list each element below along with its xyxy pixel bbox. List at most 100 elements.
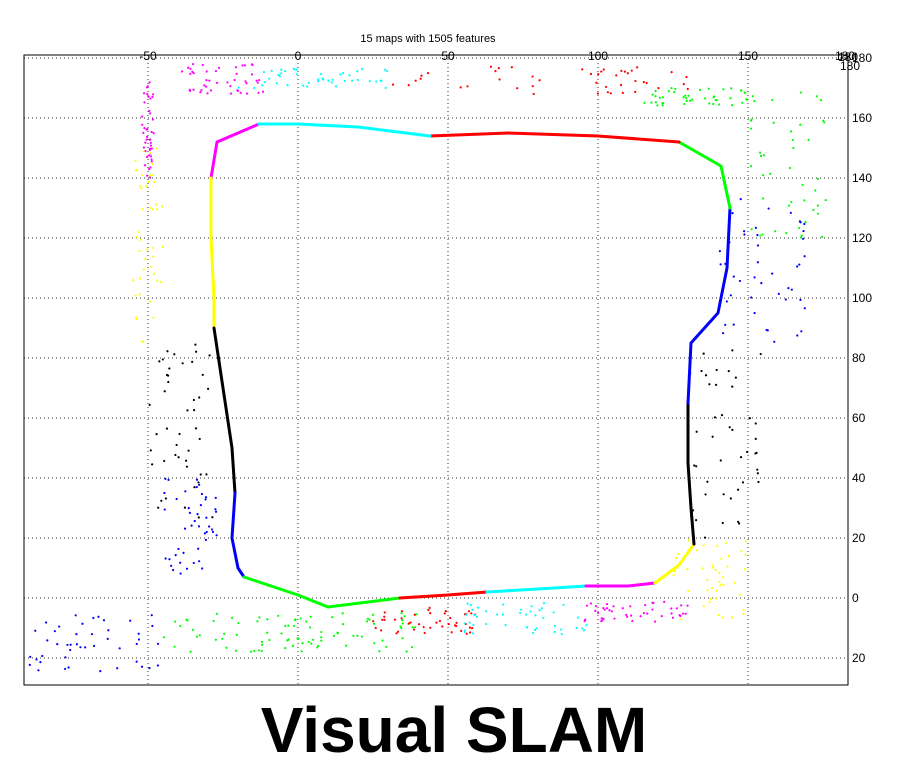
trajectory-segment [686, 206, 732, 405]
feature-point [149, 206, 152, 209]
feature-point [214, 638, 217, 641]
feature-point [799, 221, 802, 224]
feature-point [465, 613, 468, 616]
feature-point [256, 620, 259, 623]
feature-point [714, 597, 717, 600]
feature-point [713, 416, 717, 419]
feature-point [634, 79, 637, 83]
feature-point [703, 536, 707, 539]
feature-point [331, 78, 334, 81]
feature-point [151, 208, 154, 211]
feature-point [729, 497, 732, 500]
trajectory-segment [242, 575, 402, 609]
feature-point [278, 75, 281, 78]
feature-point [429, 626, 432, 629]
feature-point [532, 92, 535, 96]
feature-point [597, 611, 600, 614]
feature-point [312, 638, 315, 641]
feature-point [182, 551, 185, 554]
feature-point [149, 144, 152, 147]
feature-point [191, 360, 194, 363]
feature-point [801, 237, 805, 240]
feature-point [470, 612, 473, 615]
feature-point [695, 465, 698, 468]
feature-point [215, 534, 218, 537]
feature-point [152, 173, 155, 176]
feature-point [686, 568, 689, 571]
feature-point [731, 385, 734, 388]
feature-point [151, 118, 154, 121]
feature-point [760, 282, 763, 285]
feature-point [116, 667, 119, 670]
feature-point [92, 616, 95, 620]
feature-point [393, 618, 397, 621]
feature-point [64, 656, 67, 659]
feature-point [732, 275, 735, 278]
feature-point [581, 627, 584, 630]
feature-point [336, 631, 339, 634]
feature-point [658, 96, 661, 99]
feature-point [759, 154, 763, 158]
corner-tick-label: 180 [838, 50, 858, 64]
slam-plot: 15 maps with 1505 features -50 0 50 100 150 1… [23, 33, 872, 686]
feature-point [459, 86, 462, 89]
feature-point [687, 589, 690, 593]
feature-point [787, 204, 791, 207]
feature-point [189, 72, 192, 75]
feature-point [187, 66, 190, 69]
feature-point [138, 293, 141, 296]
feature-point [230, 616, 234, 619]
feature-point [305, 85, 309, 88]
feature-point [268, 77, 271, 80]
feature-point [155, 147, 158, 150]
feature-point [83, 646, 87, 649]
feature-point [266, 631, 269, 634]
feature-point [718, 571, 721, 575]
feature-point [400, 617, 403, 620]
feature-point [214, 69, 218, 73]
feature-point [473, 613, 476, 617]
feature-point [623, 70, 626, 73]
feature-point [341, 612, 344, 615]
feature-point [366, 617, 369, 620]
feature-point [704, 97, 707, 100]
feature-point [717, 614, 720, 617]
feature-point [750, 296, 753, 299]
feature-point [134, 294, 137, 297]
feature-point [163, 390, 166, 393]
feature-point [378, 650, 381, 653]
feature-point [455, 624, 458, 628]
feature-point [165, 373, 169, 377]
feature-point [606, 91, 609, 94]
feature-point [753, 276, 756, 279]
feature-point [740, 549, 743, 553]
feature-point [594, 609, 597, 612]
feature-point [165, 427, 169, 430]
feature-point [215, 612, 219, 616]
feature-point [134, 159, 137, 162]
feature-point [634, 90, 637, 93]
feature-point [449, 616, 452, 620]
feature-point [538, 79, 541, 82]
feature-point [148, 109, 151, 112]
feature-point [673, 570, 677, 573]
feature-point [239, 91, 242, 94]
feature-point [317, 79, 320, 83]
feature-point [681, 612, 685, 615]
feature-point [497, 67, 500, 70]
feature-point [785, 231, 788, 235]
feature-point [759, 352, 762, 356]
feature-point [180, 70, 184, 73]
feature-point [263, 80, 266, 84]
feature-point [719, 459, 722, 462]
feature-point [241, 64, 244, 67]
feature-point [651, 601, 654, 604]
feature-point [149, 155, 153, 158]
feature-point [400, 610, 404, 613]
feature-point [208, 354, 211, 357]
feature-point [751, 95, 754, 98]
feature-point [152, 246, 155, 249]
feature-point [199, 91, 202, 94]
feature-point [299, 617, 302, 620]
feature-point [164, 477, 167, 480]
